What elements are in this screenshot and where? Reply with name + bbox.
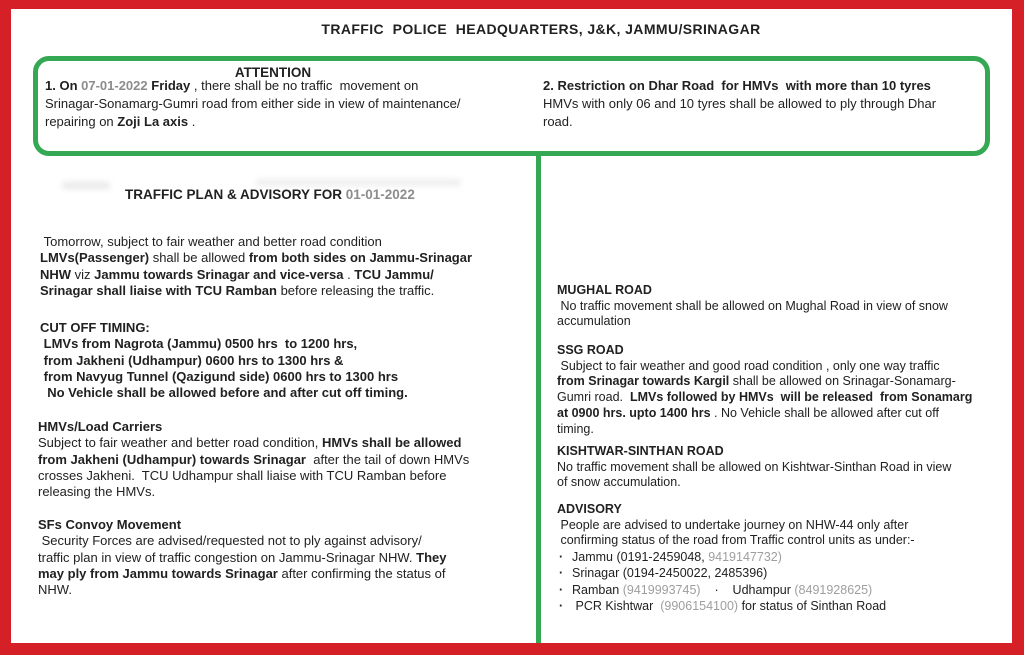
hmvs-load-carriers-section: HMVs/Load Carriers Subject to fair weath… <box>38 419 540 500</box>
cut-off-timing-section: CUT OFF TIMING: LMVs from Nagrota (Jammu… <box>40 320 540 401</box>
advisory-contact-jammu: · Jammu (0191-2459048, 9419147732) <box>557 549 997 565</box>
kishtwar-sinthan-heading: KISHTWAR-SINTHAN ROAD <box>557 444 724 458</box>
attention-item-2: 2. Restriction on Dhar Road for HMVs wit… <box>543 78 937 129</box>
page-title: TRAFFIC POLICE HEADQUARTERS, J&K, JAMMU/… <box>321 21 761 37</box>
advisory-contact-pcr-kishtwar-text: PCR Kishtwar (9906154100) for status of … <box>572 598 887 613</box>
traffic-plan-intro-text: Tomorrow, subject to fair weather and be… <box>40 234 473 298</box>
attention-item-1: 1. On 07-01-2022 Friday , there shall be… <box>45 78 461 129</box>
sfs-convoy-heading: SFs Convoy Movement <box>38 517 182 532</box>
cut-off-timing-heading: CUT OFF TIMING: <box>40 320 150 335</box>
kishtwar-sinthan-section: KISHTWAR-SINTHAN ROAD No traffic movemen… <box>557 444 997 491</box>
traffic-plan-intro: Tomorrow, subject to fair weather and be… <box>40 234 540 299</box>
mughal-road-section: MUGHAL ROAD No traffic movement shall be… <box>557 283 997 330</box>
hmvs-body: Subject to fair weather and better road … <box>38 435 470 500</box>
ssg-road-section: SSG ROAD Subject to fair weather and goo… <box>557 343 997 437</box>
attention-heading: ATTENTION <box>234 65 312 80</box>
advisory-section: ADVISORY People are advised to undertake… <box>557 502 997 614</box>
advisory-contact-ramban-udhampur-text: Ramban (9419993745) · Udhampur (84919286… <box>572 582 873 597</box>
advisory-contact-srinagar: · Srinagar (0194-2450022, 2485396) <box>557 565 997 581</box>
bullet-icon: · <box>559 550 564 565</box>
green-column-divider <box>536 152 541 643</box>
mughal-road-body: No traffic movement shall be allowed on … <box>557 298 948 329</box>
advisory-contact-ramban-udhampur: · Ramban (9419993745) · Udhampur (849192… <box>557 582 997 598</box>
advisory-contact-jammu-text: Jammu (0191-2459048, 9419147732) <box>572 550 782 565</box>
advisory-contact-pcr-kishtwar: · PCR Kishtwar (9906154100) for status o… <box>557 598 997 614</box>
advisory-body: People are advised to undertake journey … <box>557 517 915 548</box>
ssg-road-body: Subject to fair weather and good road co… <box>557 358 973 436</box>
redaction-smudge <box>256 179 461 186</box>
redaction-smudge <box>62 182 110 189</box>
sfs-convoy-section: SFs Convoy Movement Security Forces are … <box>38 517 540 598</box>
advisory-heading: ADVISORY <box>557 502 622 516</box>
bullet-icon: · <box>559 598 564 613</box>
ssg-road-heading: SSG ROAD <box>557 343 624 357</box>
hmvs-heading: HMVs/Load Carriers <box>38 419 163 434</box>
cut-off-timing-body: LMVs from Nagrota (Jammu) 0500 hrs to 12… <box>40 336 408 401</box>
bullet-icon: · <box>559 582 564 597</box>
mughal-road-heading: MUGHAL ROAD <box>557 283 652 297</box>
attention-box: ATTENTION 1. On 07-01-2022 Friday , ther… <box>33 56 990 156</box>
traffic-plan-heading: TRAFFIC PLAN & ADVISORY FOR 01-01-2022 <box>125 187 415 202</box>
bullet-icon: · <box>559 566 564 581</box>
kishtwar-sinthan-body: No traffic movement shall be allowed on … <box>557 459 952 490</box>
sfs-convoy-body: Security Forces are advised/requested no… <box>38 533 447 598</box>
advisory-contact-srinagar-text: Srinagar (0194-2450022, 2485396) <box>572 566 768 581</box>
